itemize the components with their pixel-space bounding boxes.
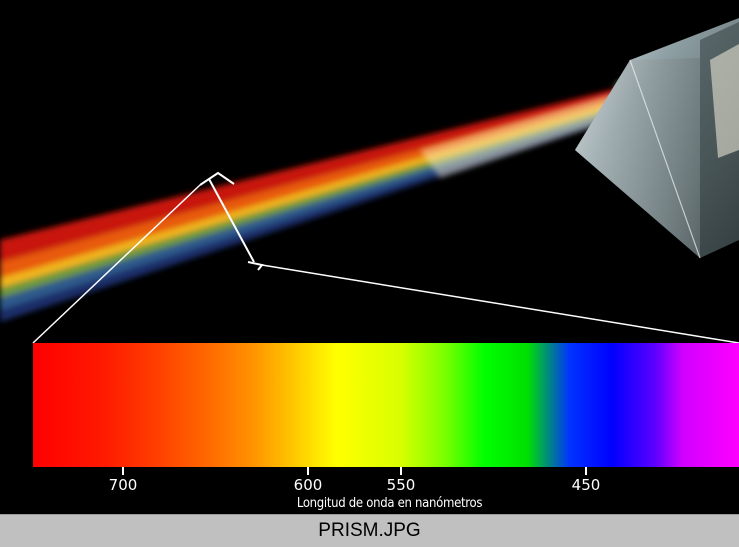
axis-tick-450 — [585, 467, 587, 475]
image-caption: PRISM.JPG — [318, 520, 421, 541]
axis-tick-label-700: 700 — [108, 476, 138, 494]
axis-tick-550 — [400, 467, 402, 475]
axis-tick-600 — [307, 467, 309, 475]
axis-label: Longitud de onda en nanómetros — [296, 496, 483, 511]
prism — [575, 18, 739, 259]
prism-photo — [0, 18, 739, 344]
caption-bar: PRISM.JPG — [0, 514, 739, 547]
wavelength-axis: 700 600 550 450 — [0, 467, 739, 497]
zoom-indicator — [32, 171, 739, 344]
visible-spectrum-band — [33, 343, 739, 467]
axis-tick-label-600: 600 — [293, 476, 323, 494]
axis-tick-700 — [122, 467, 124, 475]
axis-tick-label-450: 450 — [571, 476, 601, 494]
axis-tick-label-550: 550 — [386, 476, 416, 494]
